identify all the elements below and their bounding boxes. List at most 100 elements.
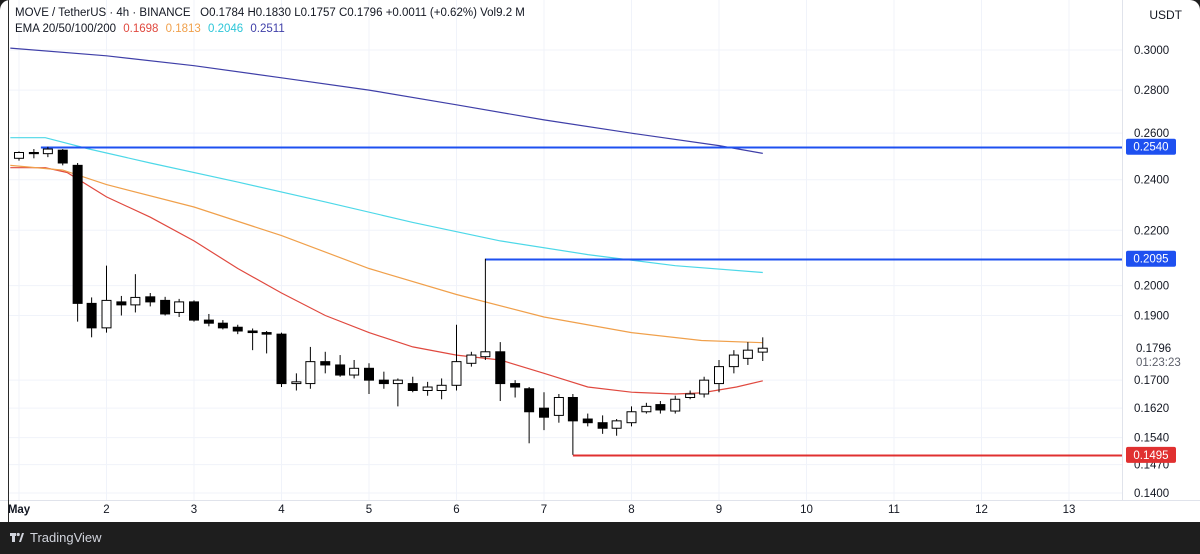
low-key: L [294,7,301,19]
candle-down[interactable] [276,333,287,385]
time-tick-label: 8 [628,504,634,516]
candle-up[interactable] [130,296,141,306]
high-value: 0.1830 [255,7,291,19]
candle-down[interactable] [655,404,666,411]
price-tick-label: 0.1900 [1134,310,1169,322]
time-tick-label: 13 [1063,504,1076,516]
candle-down[interactable] [582,418,593,424]
tradingview-logo-icon[interactable] [10,531,24,545]
candle-down[interactable] [378,379,389,385]
candle-up[interactable] [611,420,622,429]
price-tick-label: 0.1700 [1134,375,1169,387]
candle-up[interactable] [480,351,491,358]
candle-down[interactable] [407,383,418,391]
candle-up[interactable] [291,381,302,385]
candle-up[interactable] [685,393,696,398]
candle-down[interactable] [335,364,346,376]
candle-down[interactable] [160,299,171,315]
ema200-line [10,47,763,154]
ema-label: EMA 20/50/100/200 [15,23,117,35]
candle-down[interactable] [57,149,68,164]
price-tick-label: 0.1400 [1134,488,1169,500]
candle-down[interactable] [217,322,228,329]
candle-down[interactable] [261,332,272,335]
last-price-label: 0.1796 [1136,343,1171,355]
candle-down[interactable] [145,296,156,303]
change-value: +0.0011 (+0.62%) [385,7,477,19]
candle-up[interactable] [14,151,24,159]
open-value: 0.1784 [209,7,245,19]
level-price-tag [1126,446,1176,463]
candle-up[interactable] [626,411,637,424]
candle-down[interactable] [364,367,374,381]
candle-up[interactable] [422,386,433,391]
candle-down[interactable] [510,383,521,388]
price-tick-label: 0.3000 [1134,45,1169,57]
price-tick-label: 0.2600 [1134,128,1169,140]
candle-up[interactable] [670,398,681,412]
candle-up[interactable] [757,347,768,353]
ohlc-legend: MOVE / TetherUS · 4h · BINANCE O0.1784 H… [15,7,525,19]
candle-up[interactable] [392,379,403,385]
candle-down[interactable] [597,422,608,429]
time-tick-label: 2 [103,504,109,516]
price-tick-label: 0.2400 [1134,175,1169,187]
candle-down[interactable] [86,302,97,329]
volume-key: Vol [480,7,497,19]
candle-down[interactable] [189,301,199,321]
candle-up[interactable] [42,148,53,155]
ema100-line [10,137,763,274]
candle-up[interactable] [305,361,316,385]
symbol-label[interactable]: MOVE / TetherUS · 4h · BINANCE [15,7,191,19]
time-tick-label: 7 [541,504,547,516]
price-tick-label: 0.2000 [1134,281,1169,293]
candle-up[interactable] [174,301,185,313]
level-price-tag-label: 0.2095 [1133,254,1168,266]
candle-down[interactable] [539,407,549,418]
price-chart[interactable]: 0.3000 0.2800 0.2600 0.2400 0.2200 0.2000 0.19… [0,0,1200,522]
candle-up[interactable] [349,367,360,376]
time-tick-label: 6 [453,504,459,516]
tradingview-brand[interactable]: TradingView [30,530,102,545]
candle-up[interactable] [101,299,112,329]
candle-up[interactable] [699,379,710,395]
level-price-tag-label: 0.1495 [1133,450,1168,462]
close-value: 0.1796 [347,7,383,19]
candle-down[interactable] [247,330,258,334]
candle-up[interactable] [728,354,739,368]
candle-up[interactable] [553,396,564,416]
price-tick-label: 0.1620 [1134,403,1169,415]
time-tick-label: 3 [191,504,197,516]
candle-up[interactable] [742,349,753,359]
ema50-line [10,164,763,344]
candle-up[interactable] [466,354,477,364]
candle-up[interactable] [714,366,724,385]
high-key: H [247,7,256,19]
low-value: 0.1757 [300,7,336,19]
currency-label[interactable]: USDT [1149,8,1182,22]
time-tick-label: May [8,504,31,516]
bar-countdown-label: 01:23:23 [1136,357,1181,369]
open-key: O [200,7,210,19]
candle-down[interactable] [320,361,331,366]
time-tick-label: 9 [716,504,722,516]
candle-up[interactable] [641,405,652,413]
time-tick-label: 4 [278,504,285,516]
time-tick-label: 11 [888,504,900,516]
candle-down[interactable] [495,351,506,385]
candle-down[interactable] [203,319,214,324]
level-price-tag [1126,250,1176,267]
chart-frame: 0.3000 0.2800 0.2600 0.2400 0.2200 0.2000 0.19… [0,0,1200,522]
candle-down[interactable] [524,388,535,413]
ema50-value: 0.1813 [165,23,201,35]
candle-down[interactable] [232,326,243,332]
time-tick-label: 12 [975,504,988,516]
candle-down[interactable] [28,151,39,155]
ema-legend[interactable]: EMA 20/50/100/200 0.1698 0.1813 0.2046 0… [15,23,285,35]
candle-down[interactable] [116,301,127,306]
price-tick-label: 0.2800 [1134,85,1169,97]
candle-down[interactable] [72,164,83,304]
candle-up[interactable] [436,384,447,391]
candle-down[interactable] [567,396,578,422]
candle-up[interactable] [451,361,462,386]
